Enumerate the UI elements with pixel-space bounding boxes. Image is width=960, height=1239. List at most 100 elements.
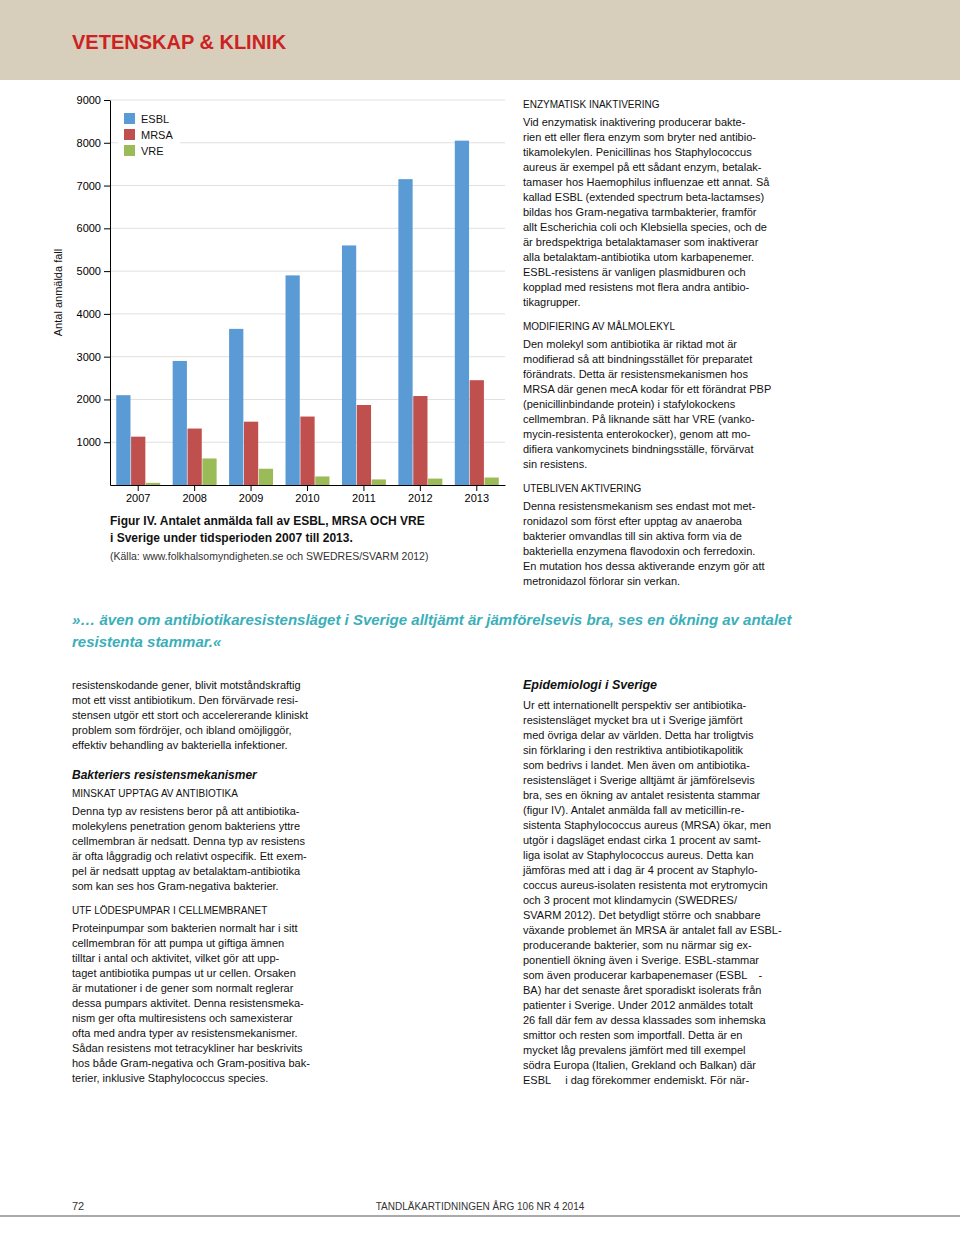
bar: [470, 380, 484, 485]
x-tick: 2011: [352, 485, 376, 504]
y-tick: 3000: [77, 351, 110, 363]
grid-line: [110, 228, 505, 229]
body-text-line: 26 fall där fem av dessa klassades som i…: [523, 1014, 767, 1026]
body-text-line: jämföras med att i dag är 4 procent av S…: [522, 864, 758, 876]
x-tick-label: 2012: [408, 492, 432, 504]
body-text-line: aureus är exempel på ett sådant enzym, b…: [523, 161, 762, 173]
bar: [357, 405, 371, 485]
body-text-line: är ofta låggradig och relativt ospecifik…: [72, 850, 307, 862]
y-tick-label: 3000: [77, 351, 101, 363]
caption: i Sverige under tidsperioden 2007 till 2…: [110, 531, 353, 545]
body-text-line: alla betalaktam-antibiotika utom karbape…: [523, 251, 754, 263]
body-text: Denna typ av resistens beror på att anti…: [72, 805, 307, 892]
x-tick-mark: [420, 485, 421, 491]
body-text-line: bakteriella enzymena flavodoxin och ferr…: [523, 545, 755, 557]
body-text-line: smittor och resten som importfall. Detta…: [523, 1029, 742, 1041]
body-text-line: som bedrivs i landet. Men även om antibi…: [523, 759, 750, 771]
y-tick-mark: [104, 271, 110, 272]
section-heading-line: UTEBLIVEN AKTIVERING: [523, 483, 642, 494]
legend-swatch: [124, 113, 135, 124]
body-text-line: cellmembran är nedsatt. Denna typ av res…: [72, 835, 305, 847]
grid-line: [110, 271, 505, 272]
y-tick-label: 6000: [77, 222, 101, 234]
y-tick-mark: [104, 442, 110, 443]
bar: [244, 422, 258, 485]
legend-item: MRSA: [124, 129, 173, 141]
body-text-line: södra Europa (Italien, Grekland och Balk…: [523, 1059, 756, 1071]
bar: [372, 479, 386, 485]
body-text-line: Ur ett internationellt perspektiv ser an…: [523, 699, 746, 711]
y-tick: 8000: [77, 137, 110, 149]
x-axis: 2007200820092010201120122013: [111, 485, 506, 504]
body-text-line: BA) har det senaste året sporadiskt isol…: [523, 984, 761, 996]
body-text-line: tamaser hos Haemophilus influenzae ett a…: [523, 176, 770, 188]
x-tick-mark: [251, 485, 252, 491]
body-text-line: rien ett eller flera enzym som bryter ne…: [523, 131, 756, 143]
bar-series: [131, 380, 484, 485]
chart: 2007200820092010201120122013100020003000…: [52, 94, 506, 504]
body-text-line: stensen utgör ett stort och accelererand…: [72, 709, 308, 721]
section-heading: MINSKAT UPPTAG AV ANTIBIOTIKA: [72, 788, 238, 799]
body-text-line: förändrats. Detta är resistensmekanismen…: [523, 368, 748, 380]
section-title: Bakteriers resistensmekanismer: [72, 768, 258, 782]
body-text-line: Denna resistensmekanism ses endast mot m…: [523, 500, 756, 512]
legend-label: ESBL: [141, 113, 169, 125]
grid-line: [110, 313, 505, 314]
grid-line: [110, 356, 505, 357]
body-text-line: ESBL-resistens är vanligen plasmidburen …: [523, 266, 746, 278]
legend-label: MRSA: [141, 129, 173, 141]
y-tick-label: 9000: [77, 94, 101, 106]
y-tick: 6000: [77, 222, 110, 234]
legend-swatch: [124, 129, 135, 140]
x-tick-mark: [138, 485, 139, 491]
section-heading-line: MINSKAT UPPTAG AV ANTIBIOTIKA: [72, 788, 238, 799]
body-text-line: metronidazol förlorar sin verkan.: [523, 575, 680, 587]
grid-line: [110, 100, 505, 101]
footer-journal: TANDLÄKARTIDNINGEN ÅRG 106 NR 4 2014: [376, 1200, 585, 1212]
body-text-line: tikamolekylen. Penicillinas hos Staphylo…: [523, 146, 752, 158]
x-tick-label: 2011: [352, 492, 376, 504]
body-text-line: och 3 procent mot klindamycin (SWEDRES/: [523, 894, 738, 906]
body-text-line: (penicillinbindande protein) i stafyloko…: [523, 398, 736, 410]
footer-page: 72: [72, 1200, 84, 1212]
body-text-line: Sådan resistens mot tetracykliner har be…: [72, 1042, 303, 1054]
section-title-line: Epidemiologi i Sverige: [523, 678, 657, 692]
body-text-line: med övriga delar av världen. Detta har t…: [523, 729, 754, 741]
section-heading: UTEBLIVEN AKTIVERING: [523, 483, 642, 494]
body-text-line: cellmembran för att pumpa ut giftiga ämn…: [72, 937, 284, 949]
y-tick-label: 4000: [77, 308, 101, 320]
bar: [259, 469, 273, 485]
body-text-line: taget antibiotika pumpas ut ur cellen. O…: [72, 967, 296, 979]
body-text-line: är bredspektriga betalaktamaser som inak…: [523, 236, 759, 248]
bar: [188, 429, 202, 485]
body-text-line: modifierad så att bindningsstället för p…: [523, 353, 752, 365]
legend-item: VRE: [124, 145, 164, 157]
y-axis-line: [110, 101, 111, 486]
body-text-line: problem som fördröjer, och ibland omöjli…: [72, 724, 292, 736]
x-tick-mark: [476, 485, 477, 491]
section-title-line: Bakteriers resistensmekanismer: [72, 768, 258, 782]
y-tick: 1000: [77, 436, 110, 448]
x-tick-label: 2009: [239, 492, 263, 504]
legend-swatch: [124, 145, 135, 156]
grid-line: [110, 185, 505, 186]
body-text-line: mycin-resistenta enterokocker), genom at…: [523, 428, 751, 440]
section-title: Epidemiologi i Sverige: [523, 678, 657, 692]
bar: [428, 479, 442, 485]
y-tick-label: 2000: [77, 393, 101, 405]
quote: resistenta stammar.«: [72, 633, 222, 650]
body-text-line: Vid enzymatisk inaktivering producerar b…: [523, 116, 746, 128]
y-tick-mark: [104, 314, 110, 315]
legend-box: [118, 108, 180, 164]
section-heading-line: MODIFIERING AV MÅLMOLEKYL: [523, 320, 676, 332]
page: VETENSKAP & KLINIK2007200820092010201120…: [0, 0, 960, 1239]
body-text-line: ESBL i dag förekommer endemiskt. För när…: [523, 1074, 750, 1086]
body-text: Vid enzymatisk inaktivering producerar b…: [523, 116, 770, 308]
body-text-line: molekylens penetration genom bakteriens …: [72, 820, 300, 832]
body-text-line: ofta med andra typer av resistensmekanis…: [72, 1027, 298, 1039]
body-text: Denna resistensmekanism ses endast mot m…: [523, 500, 765, 587]
x-tick: 2007: [126, 485, 150, 504]
body-text-line: bra, ses en ökning av antalet resistenta…: [523, 789, 761, 801]
legend-item: ESBL: [124, 113, 169, 125]
bar-series: [146, 458, 499, 485]
